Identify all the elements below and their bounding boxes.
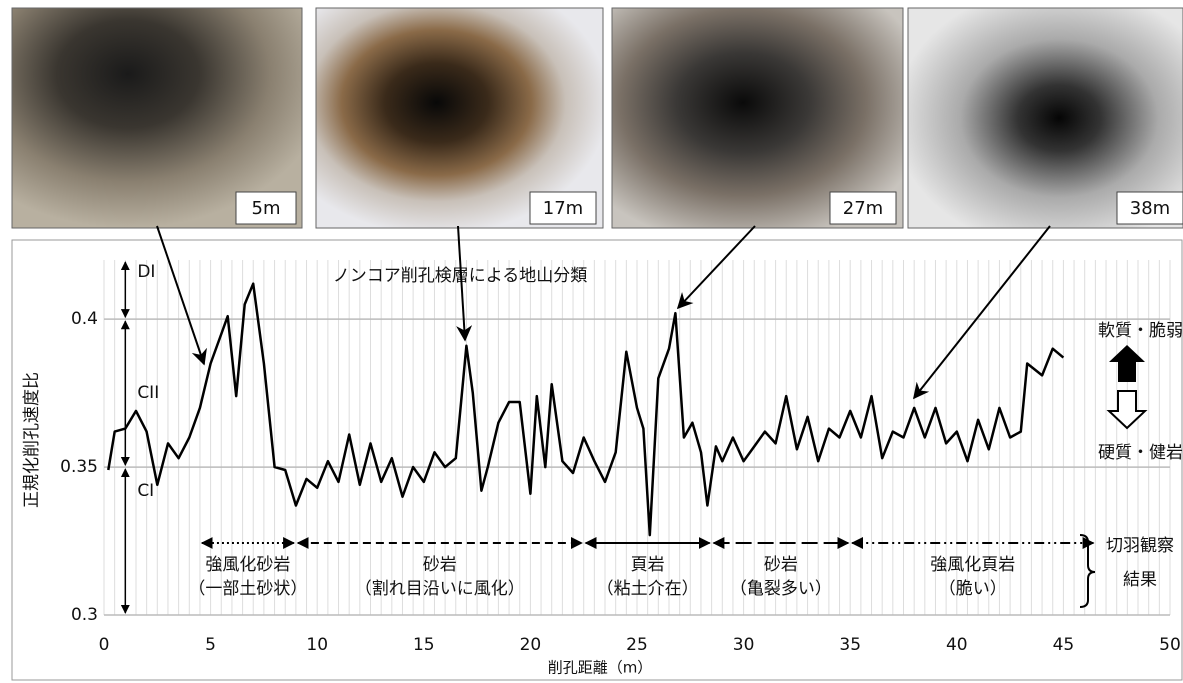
page: 5m 17m 27m 38m 0.3 0.35 0.4 0 5 10 15 20 25 30 35 4… (0, 0, 1183, 683)
photo-label: 5m (252, 198, 281, 219)
section-sublabel: （亀裂多い） (730, 579, 832, 599)
chart-frame (12, 240, 1182, 680)
section-title: 結果 (1123, 570, 1157, 590)
section-sublabel: （割れ目沿いに風化） (355, 579, 525, 599)
x-tick-label: 25 (626, 635, 648, 655)
soft-arrow (1109, 345, 1145, 382)
plot: 0.3 0.35 0.4 0 5 10 15 20 25 30 35 40 45 50 DI CII CI 強風化… (60, 260, 1181, 655)
section-label: 強風化頁岩 (930, 555, 1015, 575)
callout-arrow (157, 226, 204, 364)
x-tick-label: 45 (1053, 635, 1075, 655)
x-tick-label: 40 (946, 635, 968, 655)
x-tick-label: 30 (733, 635, 755, 655)
section-label: 強風化砂岩 (205, 555, 290, 575)
x-tick-label: 35 (839, 635, 861, 655)
hard-label: 硬質・健岩 (1098, 443, 1183, 463)
section-label: 砂岩 (423, 555, 457, 575)
zone-label: CI (137, 481, 154, 501)
callout-arrow (914, 226, 1050, 398)
x-tick-label: 15 (413, 635, 435, 655)
y-tick-label: 0.4 (71, 309, 98, 329)
photo-label: 38m (1130, 198, 1170, 219)
photo-label: 27m (843, 198, 883, 219)
x-tick-label: 0 (99, 635, 110, 655)
section-label: 砂岩 (764, 555, 798, 575)
section-sublabel: （脆い） (939, 579, 1007, 599)
bracket (1080, 535, 1095, 607)
data-line (108, 284, 1063, 535)
photos: 5m 17m 27m 38m (12, 8, 1183, 228)
callouts (157, 226, 1050, 398)
section-sublabel: （一部土砂状） (188, 579, 307, 599)
section-sublabel: （粘土介在） (597, 579, 699, 599)
photo-label: 17m (543, 198, 583, 219)
zone-label: CII (137, 383, 159, 403)
soft-label: 軟質・脆弱 (1098, 321, 1183, 341)
hard-arrow (1109, 391, 1145, 428)
section-title: 切羽観察 (1106, 536, 1174, 556)
x-tick-label: 10 (306, 635, 328, 655)
x-axis-label: 削孔距離（m） (548, 659, 653, 677)
y-tick-label: 0.3 (71, 605, 98, 625)
y-tick-label: 0.35 (60, 457, 98, 477)
x-tick-label: 5 (205, 635, 216, 655)
x-tick-label: 20 (520, 635, 542, 655)
y-axis-label: 正規化削孔速度比 (22, 372, 42, 508)
section-label: 頁岩 (631, 555, 665, 575)
zone-label: DI (137, 262, 155, 282)
x-tick-label: 50 (1159, 635, 1181, 655)
